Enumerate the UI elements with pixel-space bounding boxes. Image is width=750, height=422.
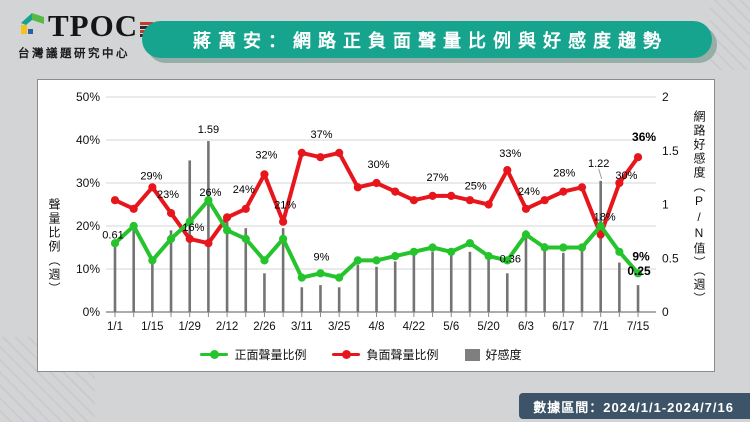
x-axis-tick-labels: 1/1 1/15 1/29 2/12 2/26 3/11 3/25 4/8 4/22 5/6 5/2… <box>107 321 649 333</box>
svg-text:20%: 20% <box>76 219 100 233</box>
svg-text:0%: 0% <box>83 305 101 319</box>
svg-text:1/29: 1/29 <box>179 321 201 333</box>
svg-text:23%: 23% <box>157 189 179 201</box>
svg-text:4/8: 4/8 <box>369 321 385 333</box>
positive-share-line <box>110 196 643 282</box>
svg-text:30%: 30% <box>615 170 637 182</box>
svg-text:33%: 33% <box>499 148 521 160</box>
svg-text:2: 2 <box>662 90 669 104</box>
slide-title: 蔣萬安：網路正負面聲量比例與好感度趨勢 <box>193 30 668 51</box>
svg-text:50%: 50% <box>76 90 100 104</box>
svg-text:2/12: 2/12 <box>216 321 238 333</box>
svg-text:0.61: 0.61 <box>102 229 123 241</box>
svg-text:21%: 21% <box>274 200 296 212</box>
svg-text:28%: 28% <box>553 168 575 180</box>
corner-stripes-decoration <box>710 0 750 70</box>
data-range-badge: 數據區間：2024/1/1-2024/7/16 <box>519 393 750 419</box>
left-axis-title: 聲量比例（週） <box>47 198 61 296</box>
legend-label-favorability: 好感度 <box>485 348 522 362</box>
svg-text:3/11: 3/11 <box>291 321 313 333</box>
svg-text:16%: 16% <box>182 222 204 234</box>
svg-text:1.59: 1.59 <box>198 124 219 136</box>
legend-item-favorability: 好感度 <box>464 346 522 363</box>
svg-text:2/26: 2/26 <box>253 321 275 333</box>
svg-text:1: 1 <box>662 198 669 212</box>
legend-label-negative: 負面聲量比例 <box>366 348 439 362</box>
svg-text:36%: 36% <box>632 130 656 144</box>
favorability-bar-swatch <box>464 348 480 361</box>
chart-card: 聲量比例（週） 網路好感度（P/N值）（週） 0% 10% 20% 30% 40% 50%… <box>37 79 715 372</box>
legend-item-negative: 負面聲量比例 <box>332 346 439 363</box>
svg-text:32%: 32% <box>255 149 277 161</box>
svg-text:27%: 27% <box>427 172 449 184</box>
logo-brand-text: TPOC <box>48 8 139 43</box>
svg-text:1.5: 1.5 <box>662 144 679 158</box>
svg-text:7/1: 7/1 <box>593 321 609 333</box>
svg-text:24%: 24% <box>233 184 255 196</box>
data-point-labels: 0.61 29% 23% 1.59 16% 26% 24% 32% 21% 37% 9% 30% 27%… <box>102 124 656 278</box>
slide-title-banner: 蔣萬安：網路正負面聲量比例與好感度趨勢 <box>142 21 712 58</box>
svg-text:9%: 9% <box>314 251 330 263</box>
svg-text:0.5: 0.5 <box>662 251 679 265</box>
svg-text:7/15: 7/15 <box>627 321 649 333</box>
svg-text:29%: 29% <box>140 170 162 182</box>
svg-text:30%: 30% <box>368 159 390 171</box>
negative-line-swatch <box>332 350 361 359</box>
svg-text:0.36: 0.36 <box>500 253 521 265</box>
svg-text:10%: 10% <box>76 262 100 276</box>
legend-item-positive: 正面聲量比例 <box>200 346 306 363</box>
svg-text:4/22: 4/22 <box>403 321 425 333</box>
svg-text:37%: 37% <box>310 129 332 141</box>
svg-text:5/6: 5/6 <box>443 321 459 333</box>
data-range-label: 數據區間：2024/1/1-2024/7/16 <box>533 399 734 415</box>
svg-text:40%: 40% <box>76 133 100 147</box>
svg-text:1/1: 1/1 <box>107 321 123 333</box>
svg-text:1/15: 1/15 <box>141 321 163 333</box>
tpoc-logo-icon <box>21 13 44 34</box>
svg-text:5/20: 5/20 <box>477 321 499 333</box>
legend-label-positive: 正面聲量比例 <box>234 348 307 362</box>
svg-text:26%: 26% <box>199 187 221 199</box>
trend-chart: 0% 10% 20% 30% 40% 50% 0 0.5 1 1.5 2 1/1 1/15 1/29 2/1… <box>76 90 679 333</box>
y-axis-tick-labels: 0% 10% 20% 30% 40% 50% 0 0.5 1 1.5 2 <box>76 90 679 319</box>
right-axis-title: 網路好感度（P/N值）（週） <box>692 110 706 306</box>
svg-text:24%: 24% <box>518 186 540 198</box>
svg-text:1.22: 1.22 <box>588 158 609 170</box>
negative-share-line <box>110 148 643 248</box>
svg-text:0.25: 0.25 <box>627 264 651 278</box>
svg-text:18%: 18% <box>594 212 616 224</box>
chart-legend: 正面聲量比例 負面聲量比例 好感度 <box>38 346 684 363</box>
svg-text:25%: 25% <box>465 181 487 193</box>
favorability-bars <box>113 141 640 312</box>
svg-text:6/3: 6/3 <box>518 321 534 333</box>
positive-line-swatch <box>200 350 229 359</box>
svg-text:0: 0 <box>662 305 669 319</box>
svg-text:3/25: 3/25 <box>328 321 350 333</box>
svg-text:9%: 9% <box>632 249 650 263</box>
svg-text:6/17: 6/17 <box>552 321 574 333</box>
logo-subtitle: 台灣議題研究中心 <box>18 48 130 60</box>
svg-text:30%: 30% <box>76 176 100 190</box>
